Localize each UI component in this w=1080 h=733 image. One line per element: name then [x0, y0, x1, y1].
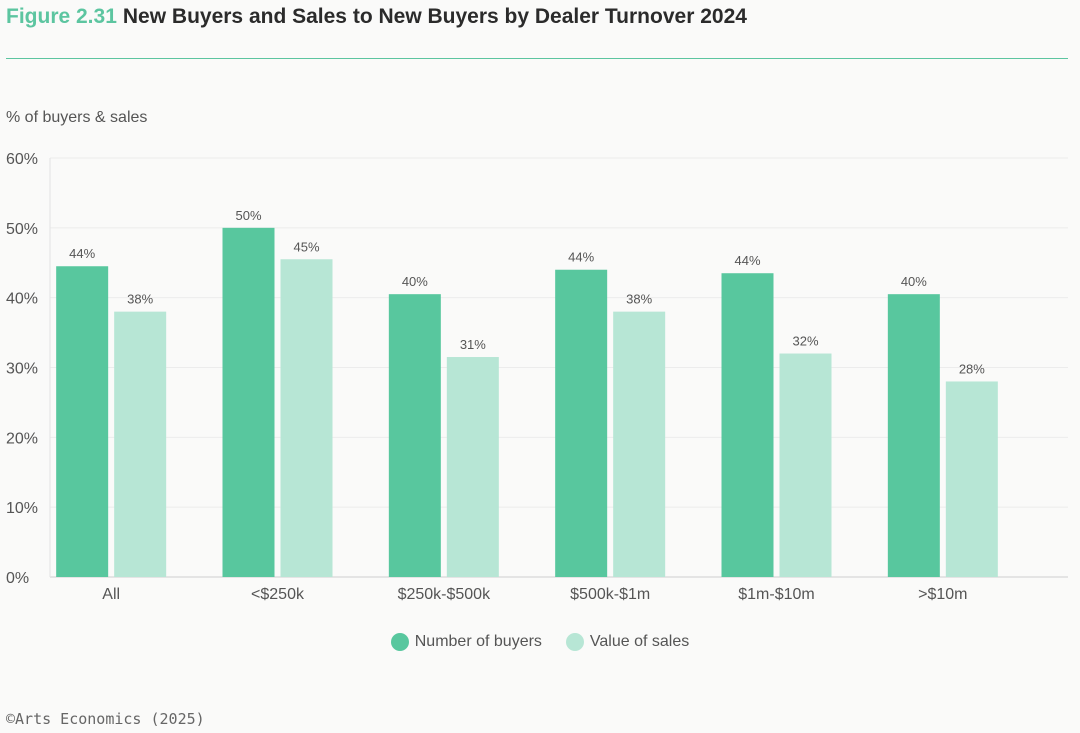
- x-tick-label: All: [102, 586, 120, 603]
- data-label: 38%: [127, 292, 153, 307]
- y-tick-label: 60%: [6, 151, 38, 168]
- y-tick-label: 30%: [6, 361, 38, 378]
- data-label: 44%: [69, 246, 95, 261]
- title-text: New Buyers and Sales to New Buyers by De…: [122, 5, 747, 28]
- legend-label-buyers: Number of buyers: [414, 633, 542, 650]
- y-tick-label: 10%: [6, 500, 38, 517]
- x-tick-label: >$10m: [918, 586, 967, 603]
- bar-buyers: [56, 266, 109, 577]
- y-tick-label: 20%: [6, 430, 38, 447]
- bar-buyers: [555, 269, 608, 577]
- bar-buyers: [887, 294, 940, 577]
- bar-sales: [945, 381, 998, 577]
- legend-label-sales: Value of sales: [589, 633, 690, 650]
- figure-label: Figure 2.31: [6, 5, 117, 28]
- copyright-credit: ©Arts Economics (2025): [6, 710, 205, 728]
- legend-swatch-buyers: [390, 633, 409, 651]
- legend-item-sales: Value of sales: [565, 633, 690, 651]
- bar-sales: [613, 311, 666, 577]
- x-tick-label: $250k-$500k: [398, 586, 492, 603]
- data-label: 31%: [460, 337, 486, 352]
- bar-sales: [779, 353, 832, 577]
- x-tick-label: $500k-$1m: [570, 586, 650, 603]
- data-label: 32%: [792, 334, 818, 349]
- y-tick-label: 50%: [6, 221, 38, 238]
- data-label: 50%: [235, 208, 261, 223]
- data-label: 28%: [959, 361, 985, 376]
- bar-sales: [280, 259, 333, 577]
- title-divider: [6, 58, 1068, 59]
- chart-title: Figure 2.31 New Buyers and Sales to New B…: [6, 5, 747, 29]
- bar-sales: [446, 357, 499, 577]
- y-tick-label: 0%: [6, 570, 29, 587]
- data-label: 44%: [734, 253, 760, 268]
- data-label: 40%: [901, 274, 927, 289]
- legend-swatch-sales: [565, 633, 584, 651]
- bar-buyers: [388, 294, 441, 577]
- bar-buyers: [721, 273, 774, 577]
- bar-buyers: [222, 227, 275, 578]
- data-label: 38%: [626, 292, 652, 307]
- legend-item-buyers: Number of buyers: [390, 633, 542, 651]
- x-tick-label: <$250k: [251, 586, 305, 603]
- y-axis-label: % of buyers & sales: [6, 109, 148, 126]
- bar-sales: [114, 311, 167, 577]
- y-tick-label: 40%: [6, 291, 38, 308]
- x-tick-label: $1m-$10m: [738, 586, 814, 603]
- legend: Number of buyers Value of sales: [0, 633, 1080, 651]
- data-label: 40%: [402, 274, 428, 289]
- data-label: 44%: [568, 250, 594, 265]
- data-label: 45%: [293, 239, 319, 254]
